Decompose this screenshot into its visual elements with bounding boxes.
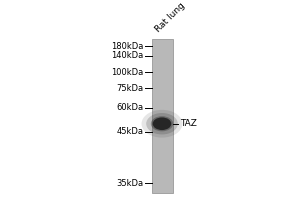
Ellipse shape <box>146 113 178 134</box>
FancyBboxPatch shape <box>152 39 172 193</box>
Ellipse shape <box>153 117 171 130</box>
Text: Rat lung: Rat lung <box>154 1 187 34</box>
Text: 100kDa: 100kDa <box>111 68 143 77</box>
Text: 35kDa: 35kDa <box>116 179 143 188</box>
Text: 60kDa: 60kDa <box>116 103 143 112</box>
Text: 75kDa: 75kDa <box>116 84 143 93</box>
Text: TAZ: TAZ <box>180 119 197 128</box>
Text: 45kDa: 45kDa <box>116 127 143 136</box>
Ellipse shape <box>142 110 182 138</box>
Text: 180kDa: 180kDa <box>111 42 143 51</box>
Text: 140kDa: 140kDa <box>111 51 143 60</box>
Ellipse shape <box>151 116 173 131</box>
